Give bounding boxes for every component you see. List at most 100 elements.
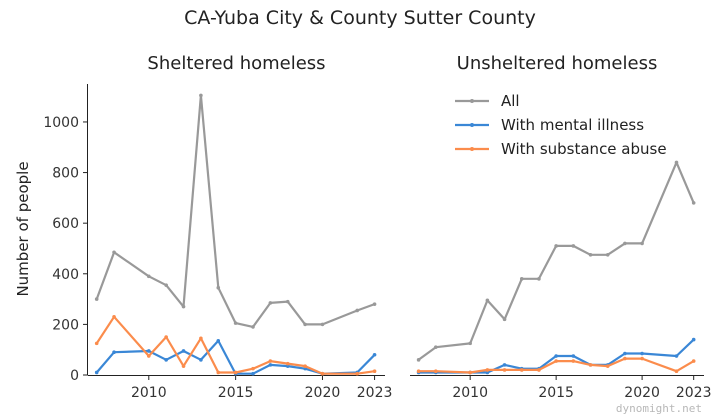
data-point [233,321,238,325]
data-point [164,283,168,287]
data-point [303,322,307,327]
data-point [112,350,116,355]
data-point [640,241,644,246]
data-point [164,335,168,339]
legend-label: With mental illness [501,116,644,134]
data-point [588,253,593,257]
data-point [355,308,360,313]
data-point [433,369,438,374]
data-point [571,354,576,358]
data-point [372,369,377,374]
chart-title: CA-Yuba City & County Sutter County [184,7,536,29]
data-point [94,297,99,301]
data-point [251,325,255,329]
data-point [251,371,255,376]
watermark: dynomight.net [611,401,706,416]
x-tick-label: 2010 [131,385,167,401]
data-point [519,277,524,281]
data-point [355,371,360,376]
data-point [181,364,186,368]
data-point [468,341,472,346]
y-tick-label: 0 [70,368,79,384]
data-point [303,366,307,371]
data-point [571,244,576,248]
legend-marker [470,99,474,103]
data-point [164,358,168,362]
data-point [146,354,151,358]
legend: All With mental illness With substance abu… [455,92,667,158]
panels: Sheltered homeless 2010 2015 2020 2023 0 200 40… [43,53,711,401]
panel-title: Unsheltered homeless [457,53,658,74]
panel-0: Sheltered homeless 2010 2015 2020 2023 0 200 40… [43,53,392,401]
data-point [216,339,221,343]
x-tick-label: 2023 [676,385,712,401]
data-point [112,315,116,319]
legend-marker [470,147,474,151]
series-line [417,161,695,361]
x-tick-label: 2010 [452,385,488,401]
data-point [303,364,307,368]
data-point [674,160,679,165]
data-point [199,358,203,362]
data-point [433,345,438,349]
x-tick-label: 2020 [305,385,341,401]
data-point [605,253,610,257]
data-point [674,354,679,358]
data-point [537,277,541,281]
data-point [519,368,524,372]
panel-title: Sheltered homeless [147,53,325,74]
panel-1: Unsheltered homeless 2010 2015 2020 2023 All W… [410,53,712,401]
y-tick-label: 1000 [43,115,79,131]
data-point [640,356,644,361]
data-point [554,244,558,248]
data-point [233,370,238,375]
x-tick-label: 2015 [218,385,254,401]
x-tick-label: 2020 [624,385,660,401]
data-point [485,370,490,375]
data-point [216,285,221,290]
data-point [372,352,377,357]
data-point [502,363,507,367]
data-point [674,369,679,374]
data-point [94,341,99,346]
data-point [571,359,576,363]
data-point [416,358,421,362]
data-point [320,322,325,327]
data-point [502,317,507,322]
data-point [623,351,627,356]
data-point [554,354,558,358]
y-axis-label: Number of people [14,161,32,296]
data-point [485,298,490,303]
data-point [268,359,273,363]
data-point [112,250,116,255]
series-line [95,315,375,375]
data-point [146,274,151,279]
data-point [468,370,472,375]
y-tick-label: 200 [52,317,79,333]
data-point [181,304,186,309]
data-point [640,351,644,356]
data-point [268,363,273,367]
data-point [216,370,221,375]
y-tick-label: 600 [52,216,79,232]
data-point [285,361,290,366]
data-point [691,337,696,342]
data-point [623,356,627,361]
data-point [268,301,273,305]
data-point [199,93,203,98]
data-point [181,349,186,353]
data-point [372,302,377,306]
data-point [605,364,610,368]
legend-marker [470,123,474,127]
legend-label: With substance abuse [501,140,667,158]
data-point [537,368,541,372]
series-line [95,94,375,328]
data-point [623,241,627,246]
data-point [554,359,558,363]
y-tick-label: 800 [52,166,79,182]
data-point [285,299,290,304]
y-tick-label: 400 [52,267,79,283]
data-point [502,368,507,372]
x-tick-label: 2015 [538,385,574,401]
